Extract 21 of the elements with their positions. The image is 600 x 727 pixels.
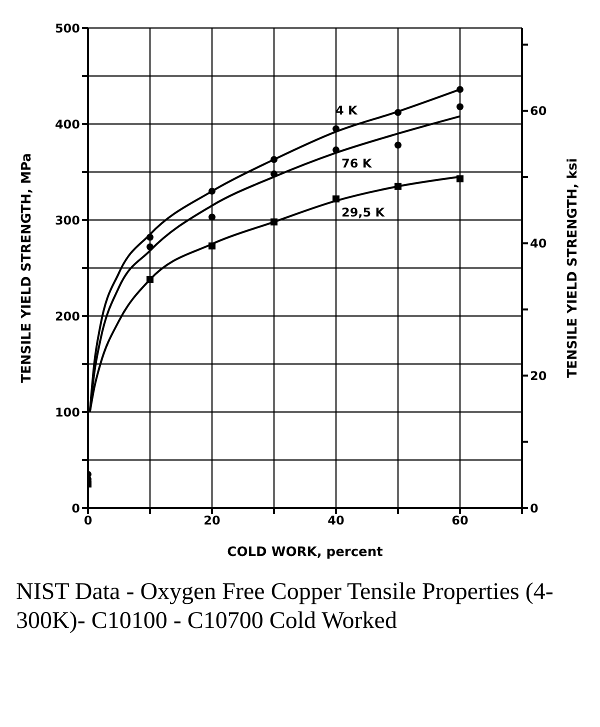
x-tick-label: 20 (204, 514, 220, 528)
series-label: 29,5 K (341, 205, 386, 220)
x-axis-title: COLD WORK, percent (227, 545, 383, 560)
y-tick-label: 500 (54, 21, 80, 36)
series-label: 76 K (341, 156, 372, 170)
text: NIST Data - Oxygen Free Copper Tensile Properties (4-300K)- C10100 - C10700 Cold Worked (15, 578, 554, 636)
x-tick-label: 40 (328, 514, 344, 528)
y2-tick-label: 20 (530, 368, 547, 383)
y2-tick-label: 60 (530, 104, 547, 118)
x-tick-label: 60 (452, 514, 468, 528)
y2-tick-label: 0 (530, 501, 538, 516)
y-tick-label: 100 (54, 405, 80, 420)
y-tick-label: 0 (72, 501, 80, 516)
y-axis-title: TENSILE YIELD STRENGTH, MPa (20, 153, 35, 383)
y2-tick-label: 40 (530, 236, 547, 251)
y2-axis-title: TENSILE YIELD STRENGTH, ksi (566, 158, 581, 378)
y-tick-label: 200 (54, 309, 80, 324)
x-tick-label: 0 (84, 514, 92, 528)
y-tick-label: 400 (54, 117, 80, 132)
series-label: 4 K (335, 103, 358, 118)
y-tick-label: 300 (54, 213, 80, 228)
